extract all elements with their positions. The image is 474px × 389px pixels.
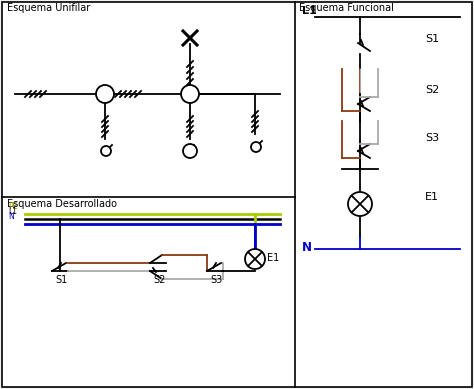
Circle shape bbox=[101, 146, 111, 156]
Circle shape bbox=[183, 144, 197, 158]
Text: S3: S3 bbox=[425, 133, 439, 143]
Text: N: N bbox=[302, 241, 312, 254]
Text: S1: S1 bbox=[55, 275, 67, 285]
Text: S2: S2 bbox=[425, 85, 439, 95]
Text: S3: S3 bbox=[210, 275, 222, 285]
Text: Esquema Unifilar: Esquema Unifilar bbox=[7, 3, 90, 13]
Text: Esquema Funcional: Esquema Funcional bbox=[299, 3, 394, 13]
Circle shape bbox=[251, 142, 261, 152]
Text: N: N bbox=[8, 212, 14, 221]
Circle shape bbox=[245, 249, 265, 269]
Circle shape bbox=[348, 192, 372, 216]
Text: S2: S2 bbox=[153, 275, 165, 285]
Text: L1: L1 bbox=[8, 207, 17, 216]
Circle shape bbox=[181, 85, 199, 103]
Text: Esquema Desarrollado: Esquema Desarrollado bbox=[7, 199, 117, 209]
Text: E1: E1 bbox=[425, 192, 439, 202]
Text: PE: PE bbox=[8, 202, 18, 211]
Text: E1: E1 bbox=[267, 253, 279, 263]
Text: L1: L1 bbox=[302, 6, 317, 16]
Circle shape bbox=[96, 85, 114, 103]
Text: S1: S1 bbox=[425, 34, 439, 44]
